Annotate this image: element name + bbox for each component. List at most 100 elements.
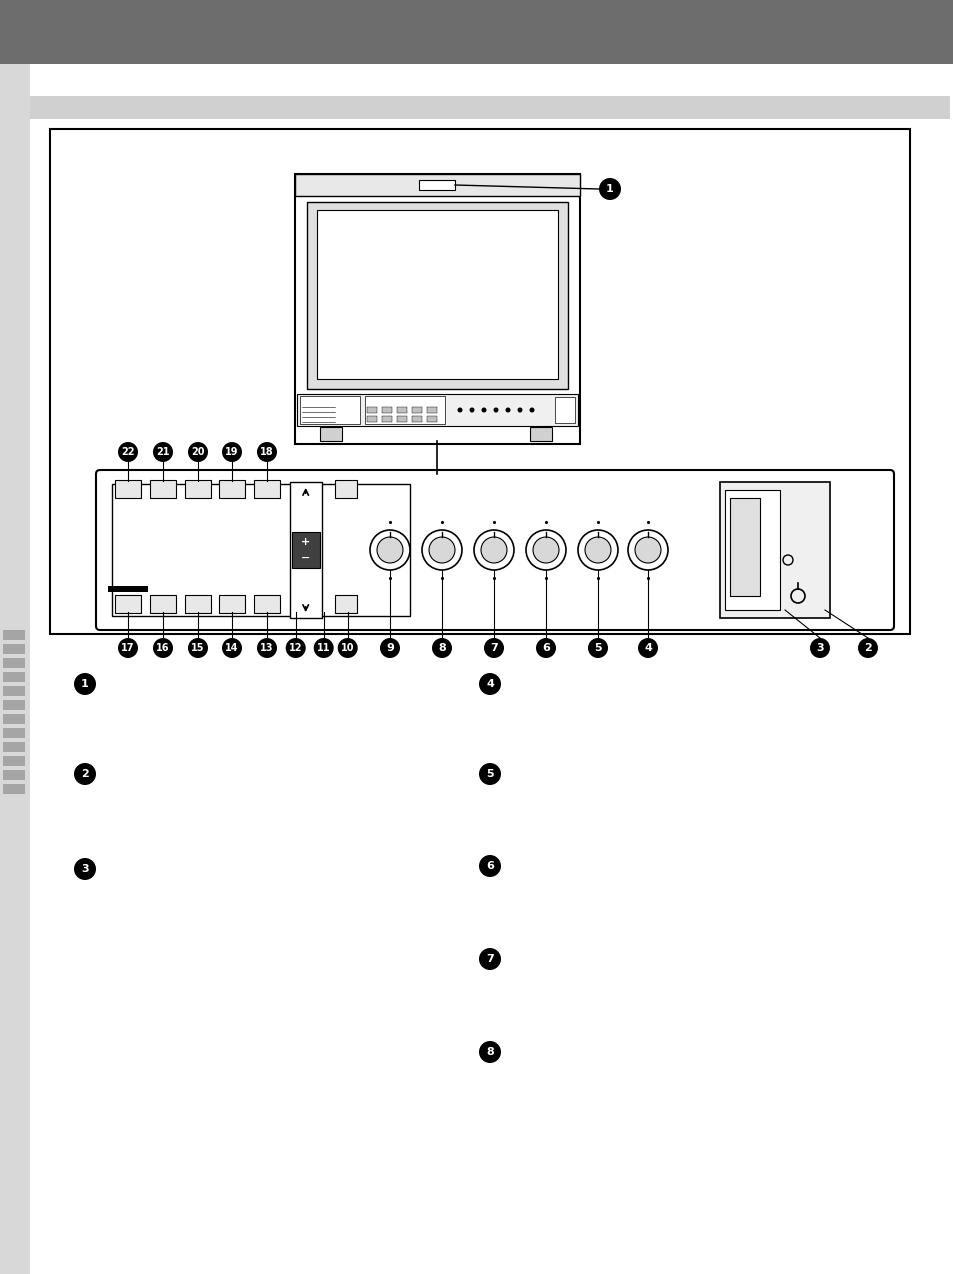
Bar <box>3 784 25 794</box>
Text: 19: 19 <box>225 447 238 457</box>
Text: 8: 8 <box>437 643 445 654</box>
Bar <box>367 417 376 422</box>
Bar <box>316 210 558 378</box>
Bar <box>112 484 410 617</box>
Text: 16: 16 <box>156 643 170 654</box>
Bar <box>724 490 780 610</box>
Bar <box>720 482 829 618</box>
Circle shape <box>152 638 172 657</box>
Circle shape <box>478 763 500 785</box>
Circle shape <box>578 530 618 569</box>
Bar <box>555 397 575 423</box>
Bar <box>367 406 376 413</box>
Circle shape <box>469 408 474 413</box>
Circle shape <box>478 948 500 970</box>
Circle shape <box>74 763 96 785</box>
Bar <box>335 595 356 613</box>
Bar <box>3 699 25 710</box>
Circle shape <box>480 538 506 563</box>
Bar <box>150 595 175 613</box>
Bar <box>3 685 25 696</box>
Text: 4: 4 <box>643 643 651 654</box>
Text: 7: 7 <box>486 954 494 964</box>
Bar <box>396 417 407 422</box>
Bar <box>3 671 25 682</box>
FancyBboxPatch shape <box>96 470 893 631</box>
Bar <box>729 498 760 596</box>
Text: 1: 1 <box>81 679 89 689</box>
Text: +: + <box>301 538 310 547</box>
Bar <box>3 769 25 780</box>
Bar <box>50 129 909 634</box>
Text: 21: 21 <box>156 447 170 457</box>
Bar <box>335 480 356 498</box>
Bar <box>530 427 552 441</box>
Text: 8: 8 <box>486 1047 494 1057</box>
Text: 10: 10 <box>340 643 355 654</box>
Bar <box>427 417 436 422</box>
Circle shape <box>533 538 558 563</box>
Bar <box>290 482 321 618</box>
Circle shape <box>118 638 138 657</box>
Circle shape <box>474 530 514 569</box>
Text: 5: 5 <box>594 643 601 654</box>
Circle shape <box>222 442 242 462</box>
Circle shape <box>370 530 410 569</box>
Circle shape <box>74 857 96 880</box>
Circle shape <box>525 530 565 569</box>
Circle shape <box>118 442 138 462</box>
Circle shape <box>188 638 208 657</box>
Circle shape <box>432 638 452 657</box>
Bar <box>3 741 25 752</box>
Circle shape <box>809 638 829 657</box>
Bar <box>292 533 319 568</box>
Circle shape <box>379 638 399 657</box>
Circle shape <box>457 408 462 413</box>
Text: 22: 22 <box>121 447 134 457</box>
Text: 17: 17 <box>121 643 134 654</box>
Bar <box>3 755 25 766</box>
Circle shape <box>598 178 620 200</box>
Bar <box>253 595 280 613</box>
Circle shape <box>256 638 276 657</box>
Bar <box>3 727 25 738</box>
Text: 3: 3 <box>81 864 89 874</box>
Bar <box>3 631 25 640</box>
Circle shape <box>493 408 498 413</box>
Text: 7: 7 <box>490 643 497 654</box>
Circle shape <box>337 638 357 657</box>
Circle shape <box>638 638 658 657</box>
Circle shape <box>627 530 667 569</box>
Text: 15: 15 <box>191 643 205 654</box>
Circle shape <box>74 673 96 696</box>
Bar <box>381 417 392 422</box>
Bar <box>307 203 567 389</box>
Circle shape <box>584 538 610 563</box>
Bar <box>185 595 211 613</box>
Bar <box>3 643 25 654</box>
Circle shape <box>256 442 276 462</box>
Bar <box>381 406 392 413</box>
Circle shape <box>635 538 660 563</box>
Circle shape <box>376 538 402 563</box>
Bar <box>365 396 444 424</box>
Bar <box>319 427 341 441</box>
Bar <box>185 480 211 498</box>
Text: 12: 12 <box>289 643 302 654</box>
Text: 20: 20 <box>191 447 205 457</box>
Bar <box>412 406 421 413</box>
Circle shape <box>152 442 172 462</box>
Bar <box>412 417 421 422</box>
Bar <box>418 180 455 190</box>
Bar <box>296 394 578 426</box>
Bar <box>219 595 245 613</box>
Bar <box>3 657 25 668</box>
Text: 18: 18 <box>260 447 274 457</box>
Circle shape <box>529 408 534 413</box>
Circle shape <box>421 530 461 569</box>
Circle shape <box>188 442 208 462</box>
Bar <box>0 0 953 64</box>
Circle shape <box>587 638 607 657</box>
Text: 2: 2 <box>81 769 89 778</box>
Bar <box>3 713 25 724</box>
